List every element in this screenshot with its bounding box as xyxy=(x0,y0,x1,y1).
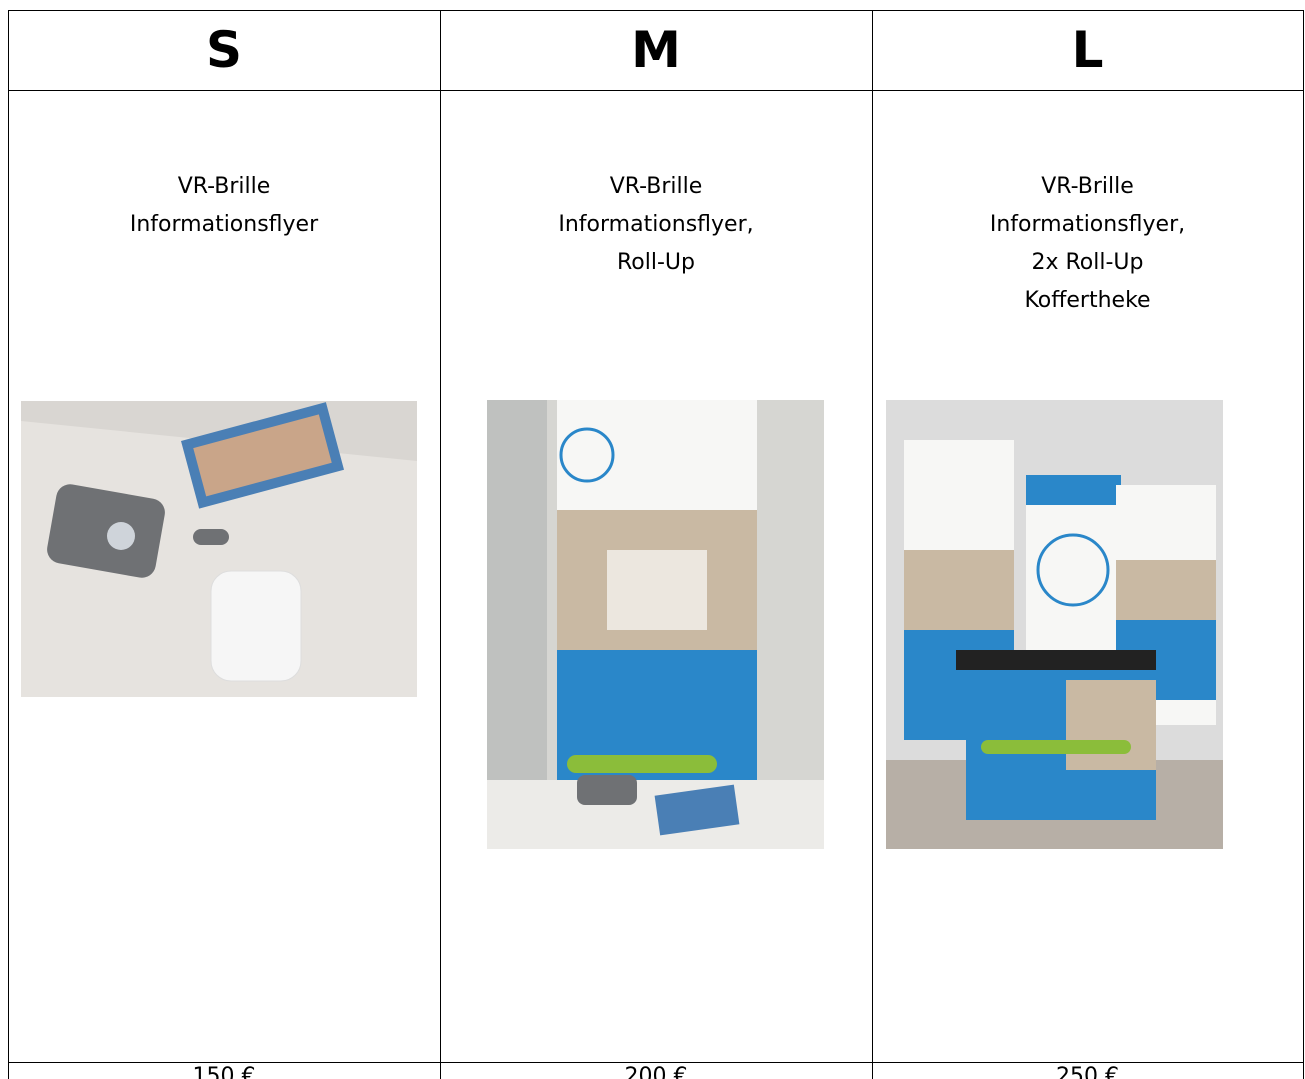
item-line: Roll-Up xyxy=(617,250,695,275)
item-line: Informationsflyer xyxy=(129,212,319,237)
price: 200 € xyxy=(624,1064,688,1079)
price: 250 € xyxy=(1056,1064,1119,1079)
price: 150 € xyxy=(192,1064,256,1079)
size-header: M xyxy=(631,21,681,79)
item-line: VR-Brille xyxy=(177,174,271,199)
table-border xyxy=(1303,10,1304,1079)
table-border xyxy=(8,10,1304,11)
size-header: S xyxy=(205,21,242,79)
item-line: VR-Brille xyxy=(1041,174,1134,199)
table-border xyxy=(8,1062,1304,1063)
table-border xyxy=(440,10,441,1079)
product-photo xyxy=(487,400,824,849)
table-border xyxy=(8,10,9,1079)
product-photo xyxy=(886,400,1223,849)
table-border xyxy=(872,10,873,1079)
size-header: L xyxy=(1071,21,1104,79)
table-border xyxy=(8,90,1304,91)
item-line: Koffertheke xyxy=(1024,288,1151,313)
item-line: VR-Brille xyxy=(609,174,703,199)
product-photo xyxy=(21,401,417,697)
item-line: Informationsflyer, xyxy=(558,212,754,237)
item-line: Informationsflyer, xyxy=(989,212,1186,237)
item-line: 2x Roll-Up xyxy=(1031,250,1144,275)
